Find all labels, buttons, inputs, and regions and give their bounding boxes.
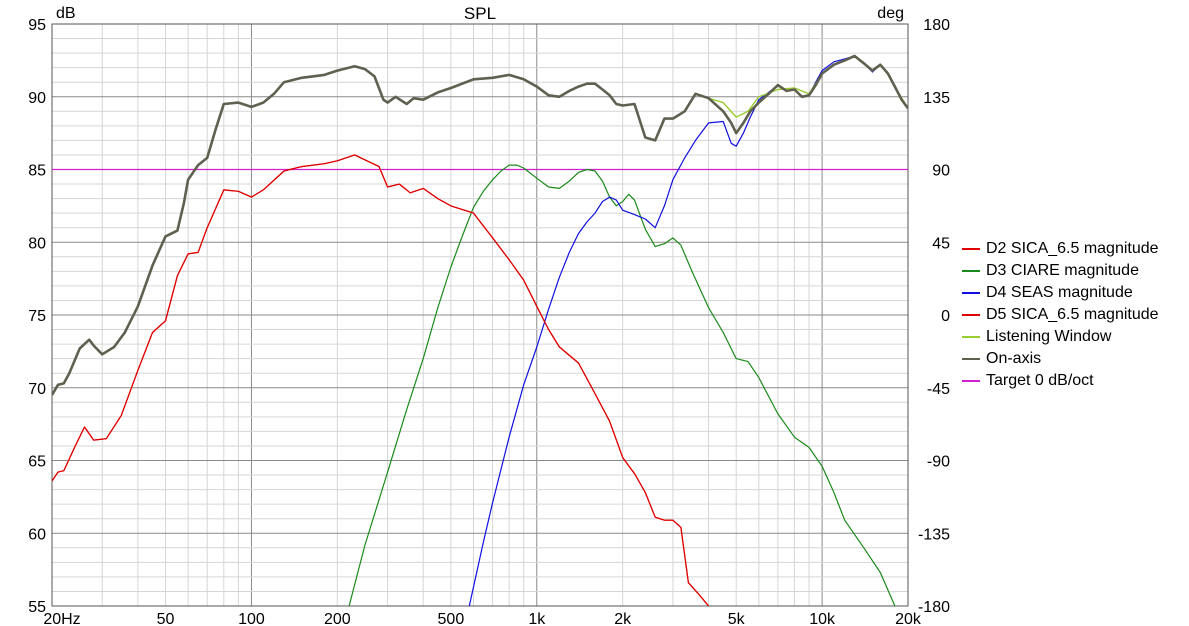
- x-tick-label: 200: [324, 611, 351, 626]
- grid-layer: [52, 24, 908, 606]
- legend-item: On-axis: [962, 348, 1159, 370]
- y2-tick-label: -45: [927, 381, 950, 398]
- legend-item: Target 0 dB/oct: [962, 370, 1159, 392]
- legend-swatch: [962, 380, 980, 382]
- y-tick-label: 60: [28, 526, 46, 543]
- series-line-on-axis: [52, 54, 908, 396]
- legend-swatch: [962, 314, 980, 316]
- series-line-d3-ciare-magnitude: [348, 164, 896, 606]
- y-tick-label: 90: [28, 90, 46, 107]
- legend-swatch: [962, 336, 980, 338]
- chart-legend: D2 SICA_6.5 magnitude D3 CIARE magnitude D…: [962, 238, 1159, 392]
- y-tick-label: 65: [28, 454, 46, 471]
- legend-swatch: [962, 248, 980, 250]
- legend-item: D2 SICA_6.5 magnitude: [962, 238, 1159, 260]
- legend-swatch: [962, 292, 980, 294]
- axis-labels-layer: SPL dB deg 20Hz 50 100 200 500 1k 2k 5k 10k 20k 55…: [28, 4, 950, 626]
- x-tick-label: 2k: [614, 611, 632, 626]
- y2-tick-label: 0: [941, 308, 950, 325]
- legend-label: D3 CIARE magnitude: [986, 262, 1139, 279]
- y2-tick-label: 45: [932, 235, 950, 252]
- y-tick-label: 55: [28, 599, 46, 616]
- legend-swatch: [962, 358, 980, 360]
- x-tick-label: 100: [238, 611, 265, 626]
- right-unit-label: deg: [877, 5, 904, 22]
- legend-item: D3 CIARE magnitude: [962, 260, 1159, 282]
- y2-tick-label: 135: [923, 90, 950, 107]
- legend-label: On-axis: [986, 350, 1042, 367]
- y-tick-label: 80: [28, 235, 46, 252]
- y-tick-label: 75: [28, 308, 46, 325]
- y2-tick-label: -90: [927, 454, 950, 471]
- legend-item: Listening Window: [962, 326, 1159, 348]
- x-tick-label: 5k: [728, 611, 746, 626]
- legend-label: D4 SEAS magnitude: [986, 284, 1133, 301]
- legend-label: Listening Window: [986, 328, 1112, 345]
- series-layer: [52, 54, 908, 606]
- legend-item: D5 SICA_6.5 magnitude: [962, 304, 1159, 326]
- y2-tick-label: -180: [918, 599, 950, 616]
- x-tick-label: 1k: [528, 611, 546, 626]
- legend-label: D5 SICA_6.5 magnitude: [986, 306, 1159, 323]
- series-line-d5-sica-6-5-magnitude: [52, 154, 710, 606]
- left-unit-label: dB: [56, 5, 76, 22]
- x-tick-label: 500: [438, 611, 465, 626]
- chart-title: SPL: [464, 4, 496, 23]
- y2-tick-label: -135: [918, 526, 950, 543]
- x-tick-label: 10k: [809, 611, 836, 626]
- y2-tick-label: 90: [932, 163, 950, 180]
- legend-label: D2 SICA_6.5 magnitude: [986, 240, 1159, 257]
- legend-swatch: [962, 270, 980, 272]
- series-line-d2-sica-6-5-magnitude: [52, 154, 710, 606]
- plot-frame: [51, 23, 909, 607]
- series-line-d4-seas-magnitude: [468, 55, 908, 606]
- y2-tick-label: 180: [923, 17, 950, 34]
- x-tick-label: 50: [157, 611, 175, 626]
- y-tick-label: 70: [28, 381, 46, 398]
- legend-item: D4 SEAS magnitude: [962, 282, 1159, 304]
- y-tick-label: 85: [28, 163, 46, 180]
- x-tick-label: 20k: [895, 611, 922, 626]
- y-tick-label: 95: [28, 17, 46, 34]
- x-tick-label: 20Hz: [43, 611, 80, 626]
- legend-label: Target 0 dB/oct: [986, 372, 1094, 389]
